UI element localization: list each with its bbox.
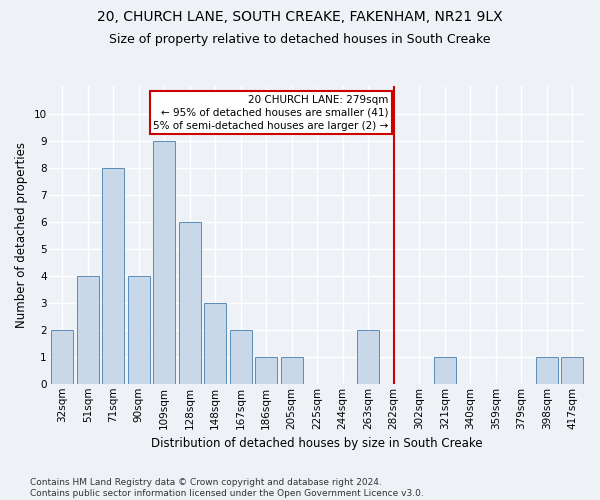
Bar bbox=[281, 356, 302, 384]
Bar bbox=[256, 356, 277, 384]
Bar bbox=[358, 330, 379, 384]
Text: Size of property relative to detached houses in South Creake: Size of property relative to detached ho… bbox=[109, 32, 491, 46]
Text: Contains HM Land Registry data © Crown copyright and database right 2024.
Contai: Contains HM Land Registry data © Crown c… bbox=[30, 478, 424, 498]
Bar bbox=[154, 140, 175, 384]
Bar bbox=[562, 356, 583, 384]
Bar bbox=[434, 356, 455, 384]
Bar bbox=[52, 330, 73, 384]
Text: 20 CHURCH LANE: 279sqm
← 95% of detached houses are smaller (41)
5% of semi-deta: 20 CHURCH LANE: 279sqm ← 95% of detached… bbox=[154, 94, 389, 131]
Bar bbox=[536, 356, 557, 384]
Bar bbox=[230, 330, 251, 384]
Bar bbox=[103, 168, 124, 384]
Bar bbox=[77, 276, 98, 384]
Bar bbox=[128, 276, 149, 384]
Bar bbox=[205, 302, 226, 384]
Text: 20, CHURCH LANE, SOUTH CREAKE, FAKENHAM, NR21 9LX: 20, CHURCH LANE, SOUTH CREAKE, FAKENHAM,… bbox=[97, 10, 503, 24]
X-axis label: Distribution of detached houses by size in South Creake: Distribution of detached houses by size … bbox=[151, 437, 483, 450]
Bar bbox=[179, 222, 200, 384]
Y-axis label: Number of detached properties: Number of detached properties bbox=[15, 142, 28, 328]
